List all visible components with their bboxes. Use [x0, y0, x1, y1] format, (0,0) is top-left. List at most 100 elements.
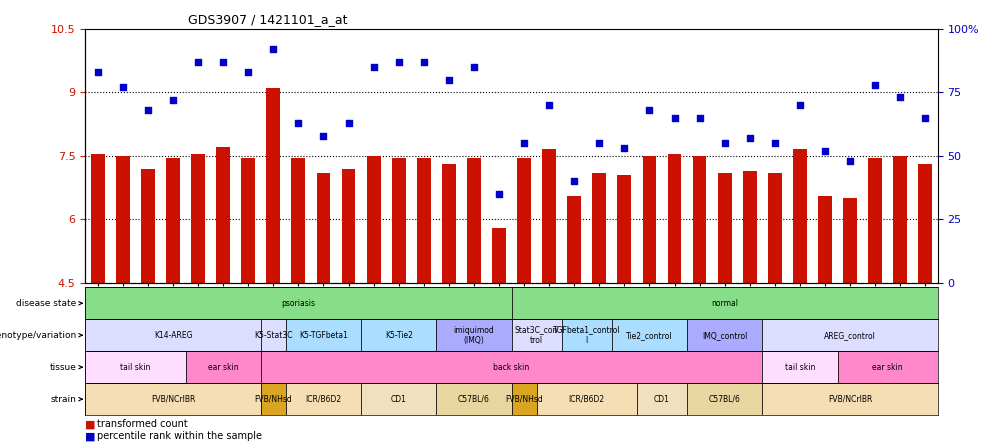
Text: Tie2_control: Tie2_control — [625, 331, 672, 340]
Bar — [511, 383, 536, 415]
Point — [365, 63, 381, 71]
Text: disease state: disease state — [16, 299, 77, 308]
Bar — [85, 287, 511, 319]
Bar — [642, 156, 655, 283]
Point — [842, 157, 858, 164]
Point — [591, 139, 607, 147]
Bar — [893, 156, 906, 283]
Text: tail skin: tail skin — [784, 363, 815, 372]
Text: FVB/NCrIBR: FVB/NCrIBR — [150, 395, 195, 404]
Bar — [592, 173, 605, 283]
Point — [691, 114, 707, 121]
Text: Stat3C_con
trol: Stat3C_con trol — [514, 325, 558, 345]
Point — [164, 96, 181, 103]
Point — [615, 145, 632, 152]
Text: GDS3907 / 1421101_a_at: GDS3907 / 1421101_a_at — [187, 13, 347, 26]
Text: C57BL/6: C57BL/6 — [458, 395, 489, 404]
Text: FVB/NHsd: FVB/NHsd — [505, 395, 542, 404]
Bar — [561, 319, 611, 351]
Bar — [918, 164, 931, 283]
Bar — [762, 383, 937, 415]
Bar — [762, 319, 937, 351]
Bar — [216, 147, 229, 283]
Point — [90, 68, 106, 75]
Text: ■: ■ — [85, 420, 95, 429]
Bar — [367, 156, 380, 283]
Text: K14-AREG: K14-AREG — [153, 331, 192, 340]
Bar — [392, 158, 405, 283]
Bar — [636, 383, 686, 415]
Bar — [692, 156, 705, 283]
Bar — [868, 158, 881, 283]
Text: K5-Stat3C: K5-Stat3C — [254, 331, 293, 340]
Point — [215, 58, 231, 65]
Bar — [542, 150, 555, 283]
Bar — [436, 319, 511, 351]
Text: ■: ■ — [85, 432, 95, 441]
Bar — [91, 154, 104, 283]
Point — [541, 102, 557, 109]
Point — [466, 63, 482, 71]
Bar — [611, 319, 686, 351]
Text: imiquimod
(IMQ): imiquimod (IMQ) — [453, 325, 494, 345]
Point — [516, 139, 532, 147]
Bar — [417, 158, 430, 283]
Point — [341, 119, 357, 127]
Point — [391, 58, 407, 65]
Point — [666, 114, 682, 121]
Bar — [442, 164, 455, 283]
Text: CD1: CD1 — [391, 395, 406, 404]
Bar — [241, 158, 255, 283]
Bar — [742, 170, 756, 283]
Bar — [717, 173, 730, 283]
Text: ICR/B6D2: ICR/B6D2 — [305, 395, 342, 404]
Point — [265, 46, 281, 53]
Point — [892, 94, 908, 101]
Text: normal: normal — [710, 299, 737, 308]
Text: FVB/NCrIBR: FVB/NCrIBR — [827, 395, 872, 404]
Bar — [292, 158, 305, 283]
Point — [190, 58, 206, 65]
Bar — [261, 319, 286, 351]
Point — [866, 81, 883, 88]
Text: CD1: CD1 — [653, 395, 669, 404]
Point — [917, 114, 933, 121]
Bar — [286, 383, 361, 415]
Bar — [286, 319, 361, 351]
Point — [741, 135, 758, 142]
Text: C57BL/6: C57BL/6 — [708, 395, 739, 404]
Bar — [116, 156, 129, 283]
Bar — [191, 154, 204, 283]
Bar — [317, 173, 330, 283]
Bar — [166, 158, 179, 283]
Point — [140, 107, 156, 114]
Bar — [843, 198, 856, 283]
Text: transformed count: transformed count — [97, 420, 187, 429]
Bar — [667, 154, 680, 283]
Point — [115, 84, 130, 91]
Bar — [436, 383, 511, 415]
Bar — [818, 196, 831, 283]
Bar — [261, 351, 762, 383]
Bar — [342, 169, 355, 283]
Bar — [85, 351, 185, 383]
Bar — [768, 173, 781, 283]
Bar — [686, 319, 762, 351]
Bar — [85, 383, 261, 415]
Bar — [361, 319, 436, 351]
Bar — [511, 287, 937, 319]
Bar — [141, 169, 154, 283]
Text: tissue: tissue — [50, 363, 77, 372]
Text: genotype/variation: genotype/variation — [0, 331, 77, 340]
Bar — [617, 175, 630, 283]
Bar — [261, 383, 286, 415]
Point — [415, 58, 431, 65]
Text: psoriasis: psoriasis — [282, 299, 315, 308]
Point — [441, 76, 457, 83]
Text: percentile rank within the sample: percentile rank within the sample — [97, 432, 263, 441]
Text: ear skin: ear skin — [207, 363, 238, 372]
Text: IMQ_control: IMQ_control — [701, 331, 746, 340]
Text: AREG_control: AREG_control — [824, 331, 875, 340]
Point — [240, 68, 257, 75]
Bar — [686, 383, 762, 415]
